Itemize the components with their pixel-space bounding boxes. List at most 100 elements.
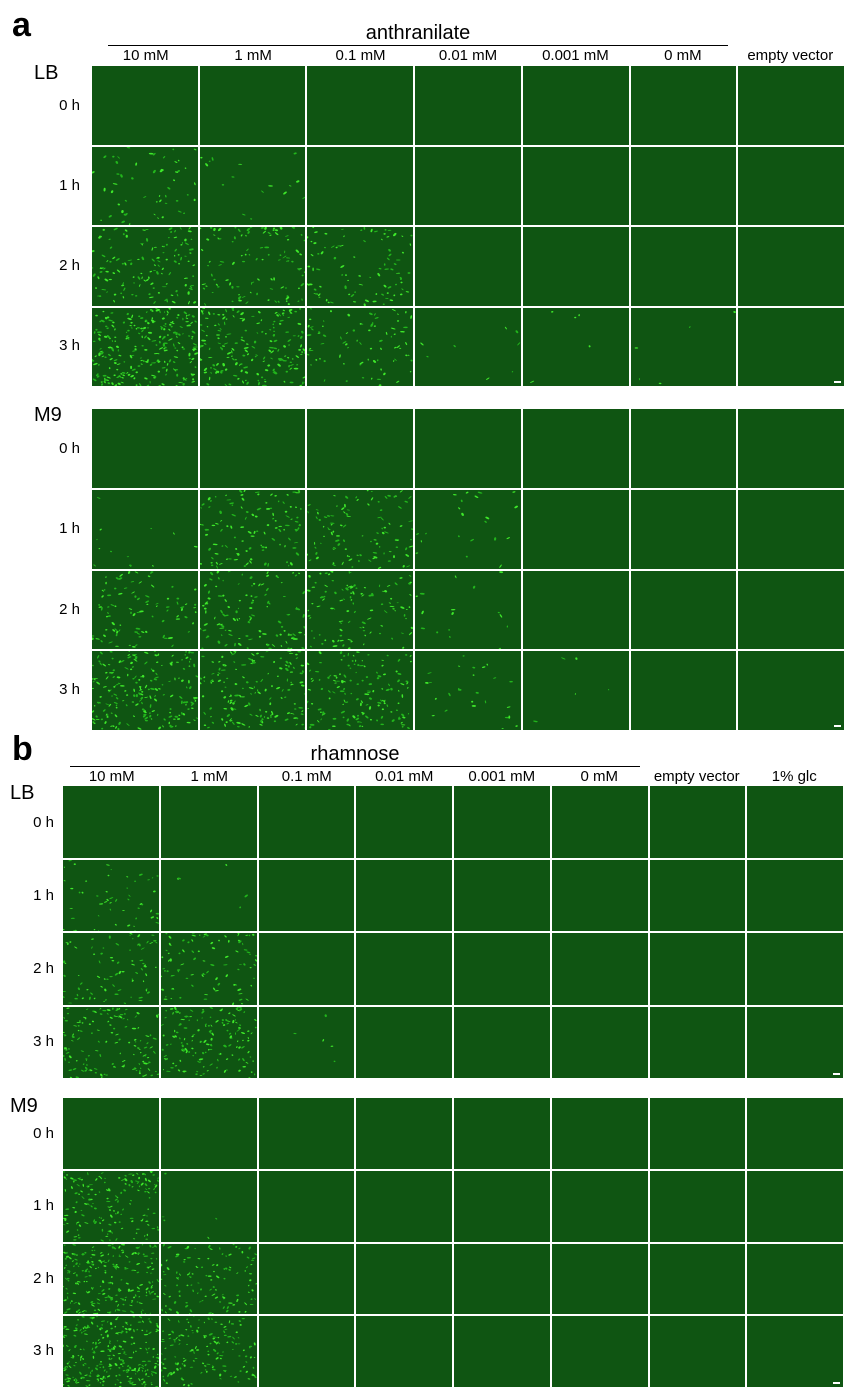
bacterial-cell <box>341 507 345 510</box>
bacterial-cell <box>143 1172 146 1175</box>
bacterial-cell <box>100 606 103 611</box>
bacterial-cell <box>141 708 145 712</box>
bacterial-cell <box>184 277 189 279</box>
bacterial-cell <box>390 299 394 302</box>
scale-bar <box>834 725 841 727</box>
bacterial-cell <box>341 588 344 591</box>
bacterial-cell <box>170 231 173 233</box>
bacterial-cell <box>129 668 133 671</box>
bacterial-cell <box>269 493 273 496</box>
bacterial-cell <box>146 238 149 242</box>
bacterial-cell <box>274 300 277 303</box>
bacterial-cell <box>367 489 370 491</box>
bacterial-cell <box>163 637 168 639</box>
bacterial-cell <box>184 255 187 257</box>
bacterial-cell <box>199 345 202 348</box>
bacterial-cell <box>250 1259 254 1261</box>
bacterial-cell <box>144 1364 147 1367</box>
bacterial-cell <box>407 687 409 689</box>
column-label: 0 mM <box>664 47 702 64</box>
bacterial-cell <box>272 330 275 332</box>
bacterial-cell <box>182 1359 187 1363</box>
bacterial-cell <box>66 1363 69 1365</box>
bacterial-cell <box>98 603 101 606</box>
bacterial-cell <box>93 953 96 955</box>
bacterial-cell <box>360 592 364 595</box>
bacterial-cell <box>116 1340 119 1342</box>
bacterial-cell <box>241 1057 245 1061</box>
bacterial-cell <box>104 1330 109 1334</box>
bacterial-cell <box>92 710 95 713</box>
bacterial-cell <box>238 489 243 493</box>
bacterial-cell <box>171 1330 174 1334</box>
bacterial-cell <box>133 688 136 693</box>
bacterial-cell <box>248 1076 251 1078</box>
bacterial-cell <box>161 1308 163 1311</box>
bacterial-cell <box>138 943 141 947</box>
bacterial-cell <box>173 260 177 263</box>
bacterial-cell <box>154 1244 157 1248</box>
bacterial-cell <box>132 1351 135 1354</box>
bacterial-cell <box>94 1346 98 1349</box>
bacterial-cell <box>249 714 253 716</box>
bacterial-cell <box>130 262 133 266</box>
bacterial-cell <box>243 963 246 966</box>
bacterial-cell <box>98 1191 101 1193</box>
bacterial-cell <box>173 236 178 239</box>
bacterial-cell <box>210 964 215 967</box>
micrograph-cells <box>634 310 736 384</box>
bacterial-cell <box>362 535 364 537</box>
micrograph-tile <box>92 489 198 569</box>
bacterial-cell <box>108 1209 112 1211</box>
bacterial-cell <box>149 380 151 383</box>
bacterial-cell <box>64 1366 67 1369</box>
bacterial-cell <box>99 662 102 666</box>
bacterial-cell <box>77 1264 80 1267</box>
micrograph-tile <box>307 227 414 306</box>
bacterial-cell <box>88 1198 91 1200</box>
bacterial-cell <box>92 664 94 667</box>
bacterial-cell <box>158 335 162 338</box>
bacterial-cell <box>144 376 148 379</box>
bacterial-cell <box>272 512 274 516</box>
bacterial-cell <box>93 1309 97 1311</box>
bacterial-cell <box>353 328 356 332</box>
bacterial-cell <box>126 694 129 697</box>
bacterial-cell <box>293 708 297 710</box>
bacterial-cell <box>658 382 662 384</box>
bacterial-cell <box>162 1367 167 1370</box>
bacterial-cell <box>370 609 374 611</box>
bacterial-cell <box>344 674 347 678</box>
bacterial-cell <box>151 1371 156 1374</box>
bacterial-cell <box>331 579 335 581</box>
bacterial-cell <box>269 714 274 716</box>
bacterial-cell <box>251 599 254 601</box>
bacterial-cell <box>113 373 116 376</box>
bacterial-cell <box>148 152 154 154</box>
bacterial-cell <box>207 356 213 358</box>
bacterial-cell <box>199 523 202 525</box>
bacterial-cell <box>171 661 173 665</box>
bacterial-cell <box>65 1345 69 1347</box>
bacterial-cell <box>121 1179 125 1181</box>
bacterial-cell <box>208 160 211 162</box>
bacterial-cell <box>209 1288 212 1291</box>
bacterial-cell <box>235 609 238 613</box>
bacterial-cell <box>174 1034 177 1038</box>
bacterial-cell <box>152 1348 155 1351</box>
bacterial-cell <box>131 1027 137 1029</box>
bacterial-cell <box>210 564 214 566</box>
bacterial-cell <box>227 1302 233 1304</box>
time-row-label: 0 h <box>33 813 54 831</box>
bacterial-cell <box>287 647 290 650</box>
bacterial-cell <box>391 637 394 640</box>
bacterial-cell <box>236 1028 240 1032</box>
micrograph-cells <box>631 66 737 145</box>
bacterial-cell <box>501 728 504 730</box>
bacterial-cell <box>308 559 312 561</box>
bacterial-cell <box>138 1185 141 1187</box>
bacterial-cell <box>358 721 363 723</box>
bacterial-cell <box>242 1366 245 1368</box>
bacterial-cell <box>81 997 84 1000</box>
bacterial-cell <box>289 381 294 383</box>
